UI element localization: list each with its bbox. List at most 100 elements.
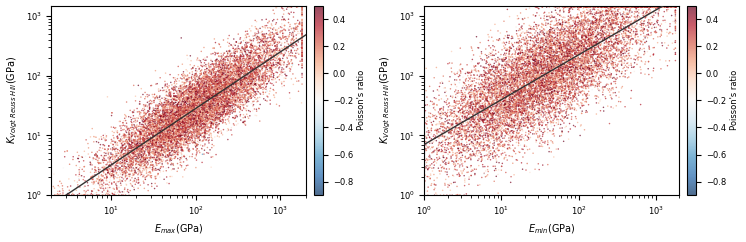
Point xyxy=(571,53,583,57)
Point xyxy=(562,77,574,81)
Point xyxy=(238,93,250,97)
Point xyxy=(539,89,551,93)
Point xyxy=(195,106,207,109)
Point xyxy=(210,75,222,79)
Point xyxy=(181,126,192,129)
Point xyxy=(484,88,496,92)
Point xyxy=(541,79,553,83)
Point xyxy=(463,133,475,137)
Point xyxy=(159,105,171,108)
Point xyxy=(606,27,618,31)
Point xyxy=(521,74,533,78)
Point xyxy=(176,120,188,124)
Point xyxy=(545,119,557,123)
Point xyxy=(202,96,214,100)
Point xyxy=(158,105,170,109)
Point xyxy=(482,165,494,168)
Point xyxy=(90,135,102,139)
Point xyxy=(237,72,249,76)
Point xyxy=(179,121,191,125)
Point xyxy=(243,77,255,81)
Point xyxy=(218,96,230,100)
Point xyxy=(544,80,556,83)
Point xyxy=(153,119,165,122)
Point xyxy=(162,111,174,114)
Point xyxy=(569,87,581,91)
Point xyxy=(174,113,186,116)
Point xyxy=(566,87,578,91)
Point xyxy=(560,53,572,57)
Point xyxy=(568,30,580,34)
Point xyxy=(149,137,161,141)
Point xyxy=(536,49,548,53)
Point xyxy=(513,92,524,96)
Point xyxy=(157,138,169,142)
Point xyxy=(473,107,485,111)
Point xyxy=(167,118,179,122)
Point xyxy=(147,138,159,142)
Point xyxy=(486,112,498,116)
Point xyxy=(576,60,588,64)
Point xyxy=(166,113,178,117)
Point xyxy=(532,110,544,113)
Point xyxy=(171,122,183,126)
Point xyxy=(216,68,228,72)
Point xyxy=(156,145,168,149)
Point xyxy=(235,63,247,67)
Point xyxy=(157,124,169,128)
Point xyxy=(609,5,621,9)
Point xyxy=(163,94,175,98)
Point xyxy=(589,48,601,52)
Point xyxy=(586,72,598,76)
Point xyxy=(206,87,218,91)
Point xyxy=(489,88,501,91)
Point xyxy=(452,132,464,136)
Point xyxy=(207,113,219,117)
Point xyxy=(540,96,552,100)
Point xyxy=(522,92,534,96)
Point xyxy=(480,121,492,125)
Point xyxy=(181,96,192,100)
Point xyxy=(160,121,172,124)
Point xyxy=(544,103,556,107)
Point xyxy=(571,121,583,124)
Point xyxy=(451,114,463,118)
Point xyxy=(169,150,181,154)
Point xyxy=(645,21,656,25)
Point xyxy=(552,62,564,66)
Point xyxy=(257,71,269,75)
Point xyxy=(483,127,495,130)
Point xyxy=(456,138,468,142)
Point xyxy=(205,105,217,108)
Point xyxy=(425,127,437,130)
Point xyxy=(195,82,207,86)
Point xyxy=(147,163,159,166)
Point xyxy=(195,80,207,84)
Point xyxy=(267,62,279,66)
Point xyxy=(217,88,229,92)
Point xyxy=(575,24,587,28)
Point xyxy=(179,134,191,138)
Point xyxy=(669,5,681,9)
Point xyxy=(454,151,466,155)
Point xyxy=(542,81,554,85)
Point xyxy=(492,99,504,103)
Point xyxy=(626,34,638,38)
Point xyxy=(466,116,477,120)
Point xyxy=(594,15,606,19)
Point xyxy=(569,67,581,71)
Point xyxy=(233,91,245,95)
Point xyxy=(609,9,621,13)
Point xyxy=(251,36,263,40)
Point xyxy=(595,38,606,42)
Point xyxy=(493,121,505,124)
Point xyxy=(663,30,675,34)
Point xyxy=(208,130,220,134)
Point xyxy=(219,112,231,116)
Point xyxy=(484,68,496,72)
Point xyxy=(193,97,205,101)
Point xyxy=(253,78,265,82)
Point xyxy=(554,44,565,48)
Point xyxy=(515,127,527,130)
Point xyxy=(565,41,577,45)
